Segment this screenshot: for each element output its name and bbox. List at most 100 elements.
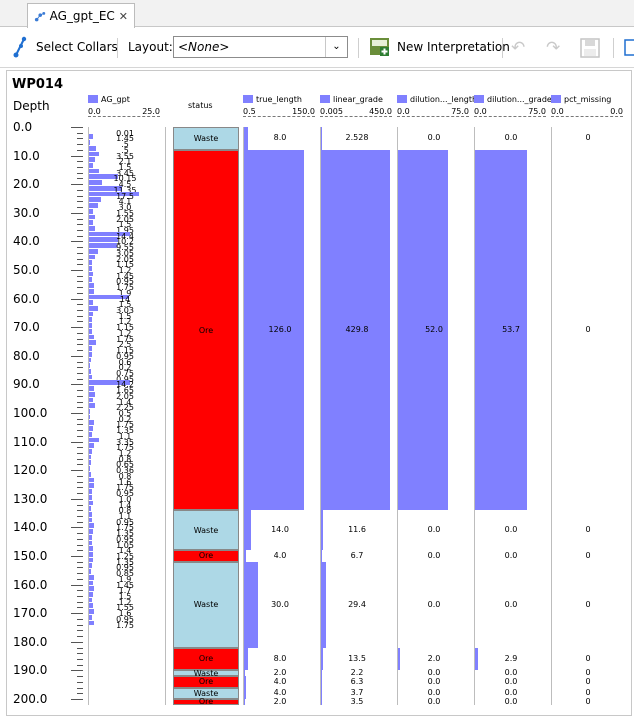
ag-gpt-value: 0.2 <box>118 414 132 424</box>
ag-gpt-value: 17.5 <box>116 191 134 201</box>
ag-gpt-bar <box>89 140 91 145</box>
ruler-tick <box>77 458 83 460</box>
pct-missing-value: 0 <box>585 676 591 686</box>
ag-gpt-value: 1.4 <box>118 500 132 510</box>
ruler-tick <box>71 298 83 300</box>
select-collars-label: Select Collars <box>36 40 118 54</box>
ruler-tick <box>77 676 83 678</box>
pct-missing-value: 0 <box>585 133 591 143</box>
ag-gpt-bar <box>89 592 94 597</box>
true_length-bar <box>244 699 245 705</box>
status-interval-ore: Ore <box>173 676 239 688</box>
ruler-tick <box>71 699 83 700</box>
dil_len-value: 0.0 <box>427 676 441 686</box>
tab-ag-gpt-ec[interactable]: AG_gpt_EC ✕ <box>27 3 135 28</box>
pct-missing-value: 0 <box>585 525 591 535</box>
ag-gpt-value: 0.95 <box>116 614 134 624</box>
ag-gpt-bar <box>89 220 94 225</box>
ag-gpt-bar <box>89 294 130 300</box>
ag-gpt-value: 1.75 <box>116 523 134 533</box>
ag-gpt-value: 0.8 <box>118 454 132 464</box>
ag-gpt-value: 1.5 <box>118 311 132 321</box>
ag-gpt-value: 1.05 <box>116 540 134 550</box>
ag-gpt-bar <box>89 414 90 420</box>
depth-tick: 180.0 <box>13 634 48 649</box>
ruler-tick <box>77 132 83 134</box>
ag-gpt-bar <box>89 157 96 163</box>
ruler-tick <box>77 401 83 403</box>
ruler-tick <box>77 487 83 489</box>
chevron-down-icon[interactable]: ⌄ <box>325 37 347 57</box>
close-icon[interactable]: ✕ <box>118 9 128 23</box>
ruler-tick <box>77 372 83 374</box>
tab-bar: AG_gpt_EC ✕ <box>0 0 634 28</box>
ruler-tick <box>77 310 83 312</box>
layout-select[interactable]: <None> ⌄ <box>173 36 348 58</box>
ag-gpt-value: 1.75 <box>116 483 134 493</box>
tab-label: AG_gpt_EC <box>49 9 115 23</box>
true_length-bar <box>244 127 248 150</box>
select-collars-button[interactable]: Select Collars <box>12 36 118 58</box>
ag-gpt-bar <box>89 311 94 317</box>
pct-missing-value: 0 <box>585 325 591 335</box>
true_length-bar <box>244 687 246 699</box>
ruler-tick <box>71 441 83 443</box>
ag-gpt-value: 2.05 <box>116 254 134 264</box>
new-interpretation-button[interactable]: New Interpretation <box>369 36 510 58</box>
linear_grade-value: 2.528 <box>345 133 369 143</box>
ruler-tick <box>77 350 83 352</box>
ag-gpt-bar <box>89 191 140 197</box>
ag-gpt-value: 1.35 <box>116 426 134 436</box>
status-label: Ore <box>198 677 214 687</box>
ruler-tick <box>77 201 83 203</box>
ruler-tick <box>77 447 83 449</box>
toolbar: Select Collars Layout: <None> ⌄ New Inte… <box>0 28 634 68</box>
ag-gpt-bar <box>89 391 95 397</box>
ag-gpt-value: 0.8 <box>118 471 132 481</box>
depth-tick: 10.0 <box>13 148 40 163</box>
ag-gpt-value: 0.95 <box>116 351 134 361</box>
ag-gpt-value: 1.45 <box>116 134 134 144</box>
save-icon[interactable] <box>580 38 600 58</box>
overflow-icon[interactable] <box>624 38 634 58</box>
ag-gpt-value: 14 <box>119 294 131 304</box>
ruler-tick <box>71 127 83 128</box>
header-ag-gpt: AG_gpt 0.0 25.0 <box>88 95 160 117</box>
depth-tick: 80.0 <box>13 348 40 363</box>
ag-gpt-value: 10.15 <box>113 174 137 184</box>
ag-gpt-bar <box>89 185 122 191</box>
column-ag-gpt: 0.01 1.45.5.5 3.55 2.1 1.5 3.45 10.15 4.5 11.35 1… <box>88 127 160 705</box>
ag-gpt-bar <box>89 506 92 511</box>
ag-gpt-bar <box>89 546 94 551</box>
redo-icon[interactable]: ↷ <box>546 38 561 58</box>
ruler-tick <box>77 493 83 495</box>
ag-gpt-value: 1.0 <box>118 494 132 504</box>
true_length-value: 8.0 <box>273 653 287 663</box>
ag-gpt-value: .5 <box>121 140 129 150</box>
ruler-tick <box>77 687 83 689</box>
ruler-tick <box>77 653 83 655</box>
depth-tick: 70.0 <box>13 320 40 335</box>
ag-gpt-bar <box>89 260 93 265</box>
ag-gpt-bar <box>89 403 96 408</box>
linear_grade-bar <box>321 647 324 671</box>
ruler-tick <box>77 596 83 598</box>
ag-gpt-bar <box>89 454 92 460</box>
dil_len-value: 0.0 <box>427 688 441 698</box>
dil_grade-value: 53.7 <box>502 325 520 335</box>
ruler-tick <box>71 527 83 529</box>
dil_len-value: 52.0 <box>425 325 443 335</box>
linear_grade-bar <box>321 550 323 562</box>
ruler-tick <box>77 395 83 397</box>
ag-gpt-value: 10.2 <box>116 237 134 247</box>
ag-gpt-bar <box>89 151 100 157</box>
ruler-tick <box>77 218 83 220</box>
ruler-tick <box>77 252 83 254</box>
ag-gpt-value: .5 <box>121 145 129 155</box>
undo-icon[interactable]: ↶ <box>511 38 526 58</box>
ag-gpt-value: 3.45 <box>116 168 134 178</box>
ag-gpt-bar <box>89 317 93 323</box>
ruler-tick <box>77 138 83 140</box>
dil_grade-value: 0.0 <box>504 688 518 698</box>
ag-gpt-value: 4.1 <box>118 197 132 207</box>
